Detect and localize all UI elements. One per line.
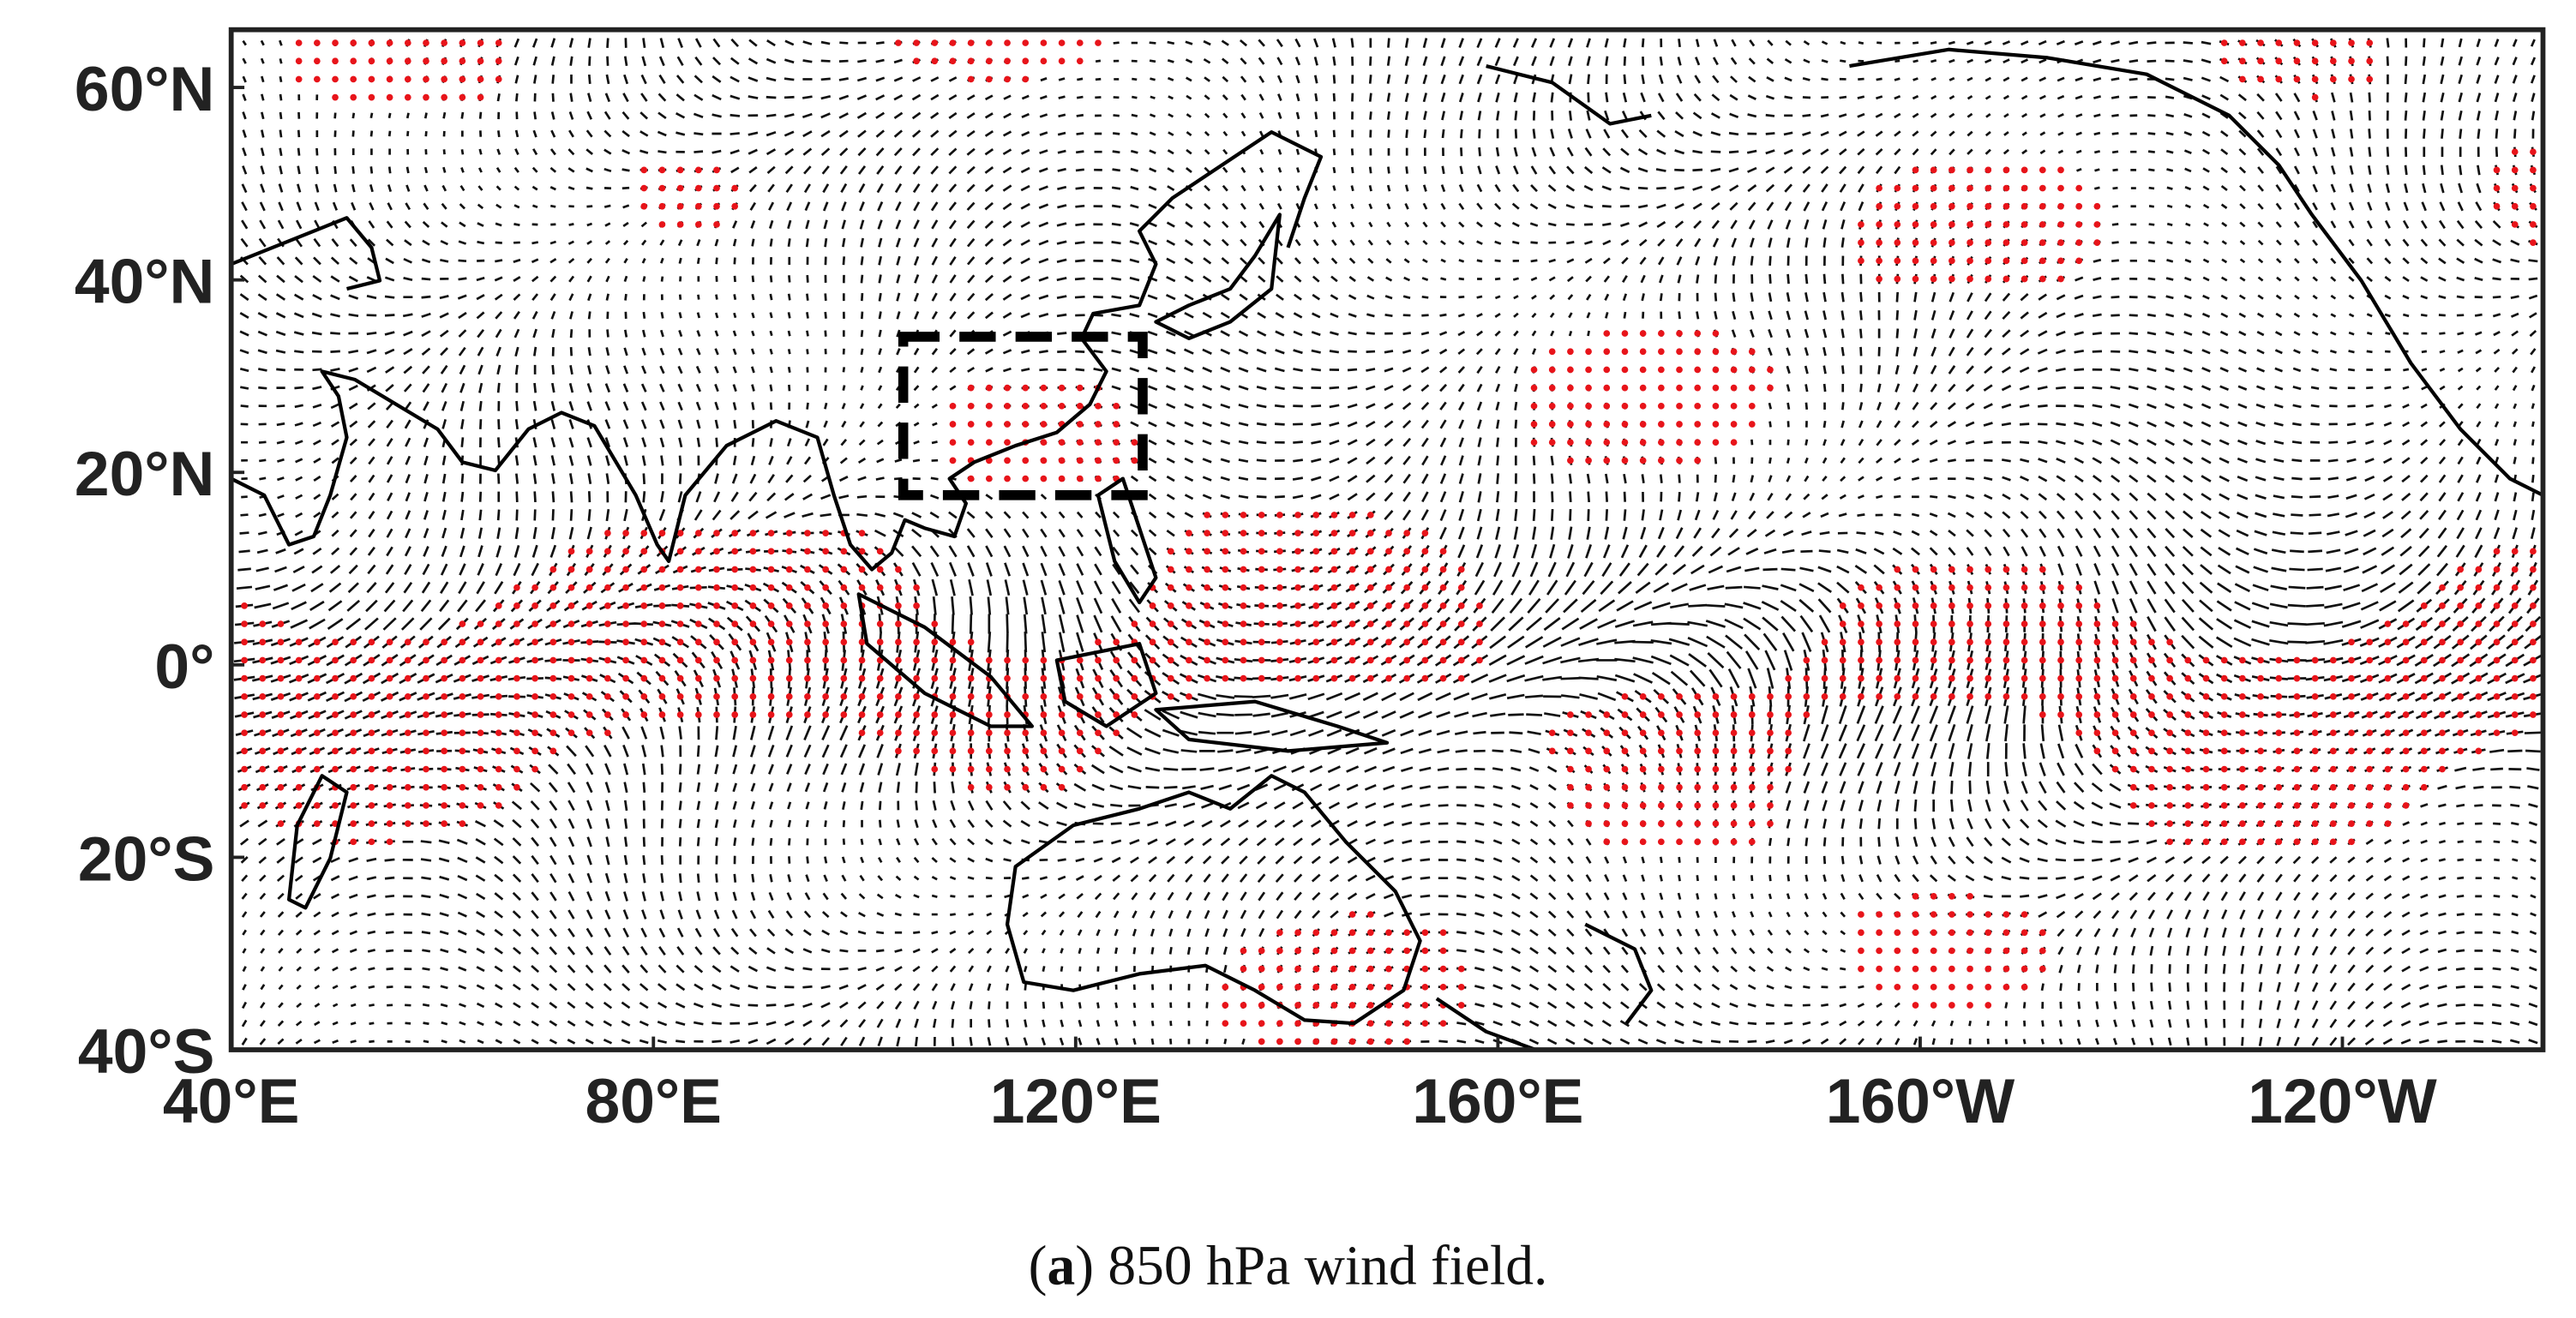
coastline — [856, 592, 1035, 728]
axis-ticks: 40°E 80°E 120°E 160°E 160°W 120°W 60°N 40°N 20°N… — [75, 54, 2437, 1136]
y-tick-label: 20°N — [75, 439, 215, 509]
wind-field — [233, 38, 2543, 1047]
coastline — [286, 774, 349, 910]
caption: (a) 850 hPa wind field. — [1029, 1236, 1548, 1297]
coastline — [1096, 476, 1158, 605]
coastline — [230, 129, 1324, 572]
x-tick-label: 40°E — [163, 1066, 300, 1136]
map-frame — [228, 27, 2546, 1052]
y-tick-label: 60°N — [75, 54, 215, 124]
caption-label: a — [1047, 1236, 1075, 1297]
caption-text: ) 850 hPa wind field. — [1075, 1236, 1547, 1297]
y-tick-label: 40°N — [75, 247, 215, 317]
coastline — [230, 216, 382, 291]
coastline — [1849, 47, 2544, 497]
coastline — [1435, 922, 1654, 1051]
coastline — [1005, 774, 1422, 1026]
coastline — [1054, 642, 1158, 728]
y-tick-label: 40°S — [78, 1016, 215, 1087]
x-tick-label: 120°W — [2248, 1066, 2436, 1136]
y-tick-label: 20°S — [78, 824, 215, 894]
x-tick-label: 80°E — [585, 1066, 722, 1136]
region-box — [898, 332, 1148, 500]
y-tick-label: 0° — [154, 632, 214, 702]
x-tick-label: 160°W — [1826, 1066, 2015, 1136]
x-tick-label: 160°E — [1412, 1066, 1583, 1136]
x-tick-label: 120°E — [990, 1066, 1162, 1136]
coastlines — [230, 47, 2544, 1051]
coastline — [1154, 213, 1282, 340]
coastline — [1154, 699, 1390, 753]
wind-vectors — [233, 38, 2543, 1047]
coastline — [1486, 63, 1652, 126]
caption-prefix: ( — [1029, 1236, 1048, 1297]
